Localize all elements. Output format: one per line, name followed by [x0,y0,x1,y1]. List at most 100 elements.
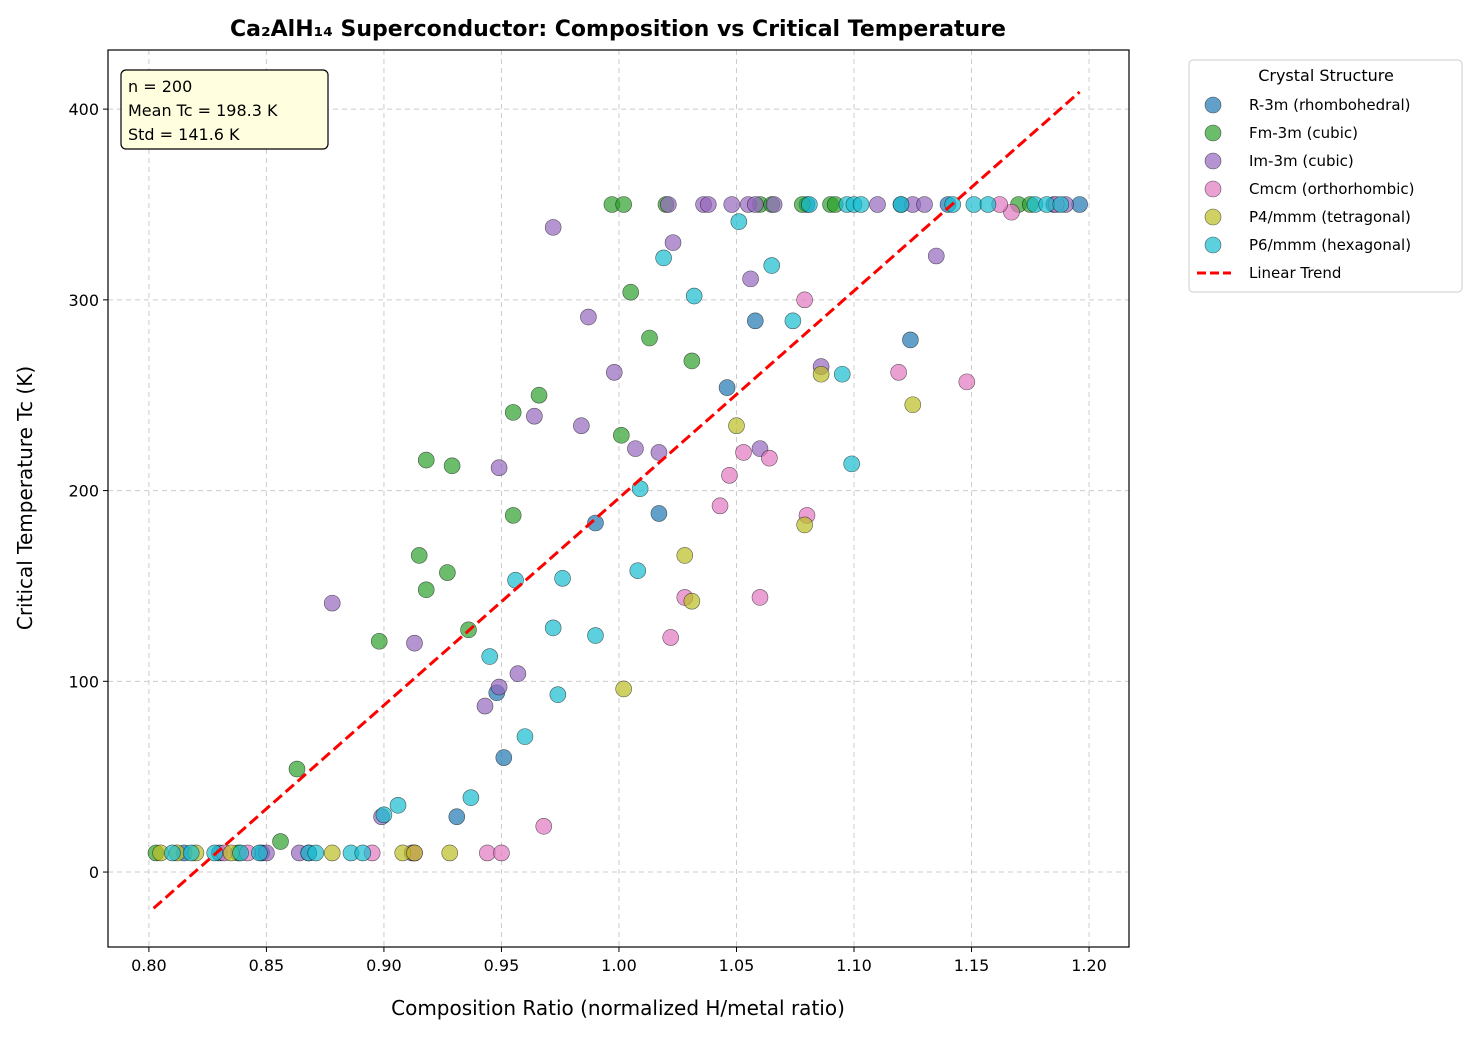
legend-label: R-3m (rhombohedral) [1249,96,1411,114]
data-point [833,365,851,383]
y-tick-label: 200 [68,482,99,501]
y-tick-label: 0 [89,863,99,882]
y-axis-label: Critical Temperature Tc (K) [13,366,37,630]
data-point [580,308,597,326]
data-point [902,331,919,349]
x-tick-label: 1.15 [954,956,990,975]
data-point [251,844,268,862]
data-point [892,196,910,213]
data-point [605,364,623,381]
data-point [288,760,306,778]
data-point [742,270,759,288]
data-point [549,686,567,703]
data-point [495,749,513,766]
data-point [622,283,640,301]
data-point [927,247,945,265]
stats-box: n = 200 Mean Tc = 198.3 K Std = 141.6 K [120,69,329,150]
data-point [509,665,527,682]
data-point [476,697,494,715]
legend-label: Cmcm (orthorhombic) [1249,180,1414,198]
data-point [516,728,534,745]
data-point [904,396,922,414]
data-point [746,312,764,330]
data-point [504,404,522,421]
legend-label: Fm-3m (cubic) [1249,124,1358,142]
data-point [504,507,522,524]
axis-ticks: 0.80 0.85 0.90 0.95 1.00 1.05 1.10 1.15 1.20 0 100… [68,100,1106,975]
data-point [493,844,510,862]
data-point [526,407,543,425]
legend-marker [1204,208,1222,226]
data-point [627,440,644,457]
data-point [554,570,571,587]
data-point [417,581,435,599]
data-point [323,844,341,862]
chart-title: Ca₂AlH₁₄ Superconductor: Composition vs … [230,17,1006,42]
data-point [650,505,668,522]
data-point [530,386,548,404]
data-point [662,629,679,646]
data-point [544,619,562,637]
data-point [730,213,748,230]
data-point [965,196,983,213]
x-tick-label: 1.10 [836,956,872,975]
data-point [641,329,658,347]
data-point [417,451,435,469]
data-point [728,417,745,435]
x-tick-label: 1.00 [601,956,637,975]
x-tick-label: 0.90 [366,956,402,975]
data-point [587,627,604,644]
stats-mean: Mean Tc = 198.3 K [128,101,278,120]
data-point [615,196,632,213]
data-point [164,844,181,862]
data-point [1071,196,1088,213]
x-tick-label: 1.20 [1071,956,1107,975]
legend-label: P6/mmm (hexagonal) [1249,236,1411,254]
data-point [801,196,818,213]
data-point [916,196,933,213]
data-point [796,516,813,534]
data-point [375,806,393,824]
data-point [232,844,249,862]
data-point [613,426,630,444]
data-point [796,291,813,309]
data-point [323,594,341,612]
data-point [389,796,407,814]
stats-std: Std = 141.6 K [128,125,240,144]
legend-box [1188,59,1463,293]
y-tick-label: 100 [68,672,99,691]
legend-title: Crystal Structure [1258,66,1394,85]
data-point [1003,203,1020,221]
data-point [439,564,456,581]
x-tick-label: 0.85 [249,956,285,975]
stats-n: n = 200 [128,77,192,96]
data-point [765,196,783,213]
data-point [979,196,997,213]
legend-label: P4/mmm (tetragonal) [1249,208,1411,226]
data-point [761,449,778,467]
data-point [272,833,289,850]
data-point [490,678,508,696]
legend-marker [1204,96,1222,114]
stats-box-bg [120,69,329,150]
data-point [721,467,738,484]
legend-marker [1204,180,1222,198]
data-point [660,196,677,213]
data-point [182,844,200,862]
data-point [812,365,830,383]
data-point [735,444,752,461]
data-point [843,455,860,473]
data-point [650,444,668,461]
legend-marker [1204,236,1222,254]
data-point [958,373,976,391]
data-point [1052,196,1070,213]
data-point [481,648,498,665]
legend-marker [1204,152,1222,170]
data-point [869,196,886,213]
data-point [718,379,736,396]
data-point [664,234,682,251]
data-point [443,457,461,475]
data-point [763,257,781,274]
data-point [587,514,604,532]
